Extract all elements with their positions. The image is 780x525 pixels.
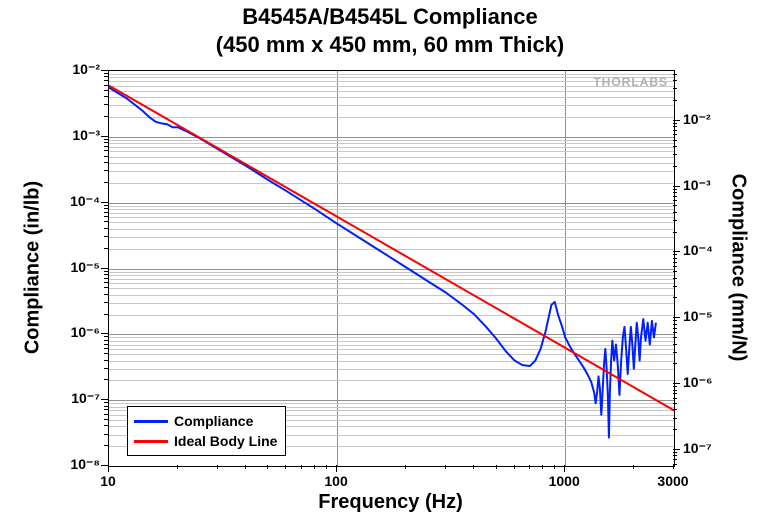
tick-label: 3000 [648, 473, 698, 489]
watermark-thorlabs: THORLABS [593, 75, 668, 89]
title-line-2: (450 mm x 450 mm, 60 mm Thick) [0, 32, 780, 58]
tick-label: 10⁻⁵ [683, 308, 733, 325]
tick-label: 10⁻⁶ [58, 324, 100, 341]
legend-label: Ideal Body Line [174, 433, 277, 449]
tick-label: 10⁻⁷ [683, 440, 733, 457]
legend-swatch [134, 440, 168, 443]
legend-swatch [134, 420, 168, 423]
legend-box: Compliance Ideal Body Line [127, 406, 286, 456]
tick-label: 10 [83, 473, 133, 489]
y-axis-left-label: Compliance (in/lb) [22, 167, 45, 367]
tick-label: 10⁻² [58, 61, 100, 78]
x-axis-label: Frequency (Hz) [108, 491, 673, 514]
tick-label: 10⁻⁴ [58, 193, 100, 210]
tick-label: 10⁻⁴ [683, 242, 733, 259]
y-axis-right-label: Compliance (mm/N) [727, 167, 750, 367]
tick-label: 10⁻² [683, 111, 733, 128]
tick-label: 10⁻⁶ [683, 374, 733, 391]
legend-item: Compliance [134, 411, 277, 431]
tick-label: 10⁻⁸ [58, 456, 100, 473]
title-line-1: B4545A/B4545L Compliance [0, 4, 780, 30]
tick-label: 10⁻³ [683, 177, 733, 194]
tick-label: 1000 [539, 473, 589, 489]
tick-label: 10⁻⁵ [58, 259, 100, 276]
tick-label: 10⁻⁷ [58, 390, 100, 407]
chart-root: B4545A/B4545L Compliance (450 mm x 450 m… [0, 0, 780, 525]
legend-item: Ideal Body Line [134, 431, 277, 451]
tick-label: 10⁻³ [58, 127, 100, 144]
chart-title: B4545A/B4545L Compliance (450 mm x 450 m… [0, 4, 780, 58]
tick-label: 100 [311, 473, 361, 489]
legend-label: Compliance [174, 413, 253, 429]
plot-area: THORLABS Compliance Ideal Body Line [108, 70, 675, 467]
